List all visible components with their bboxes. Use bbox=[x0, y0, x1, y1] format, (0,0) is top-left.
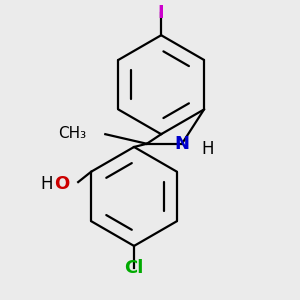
Text: O: O bbox=[55, 175, 70, 193]
Text: H: H bbox=[201, 140, 214, 158]
Text: I: I bbox=[158, 4, 164, 22]
Text: Cl: Cl bbox=[124, 259, 144, 277]
Text: N: N bbox=[174, 135, 189, 153]
Text: H: H bbox=[40, 175, 52, 193]
Text: CH₃: CH₃ bbox=[58, 126, 86, 141]
